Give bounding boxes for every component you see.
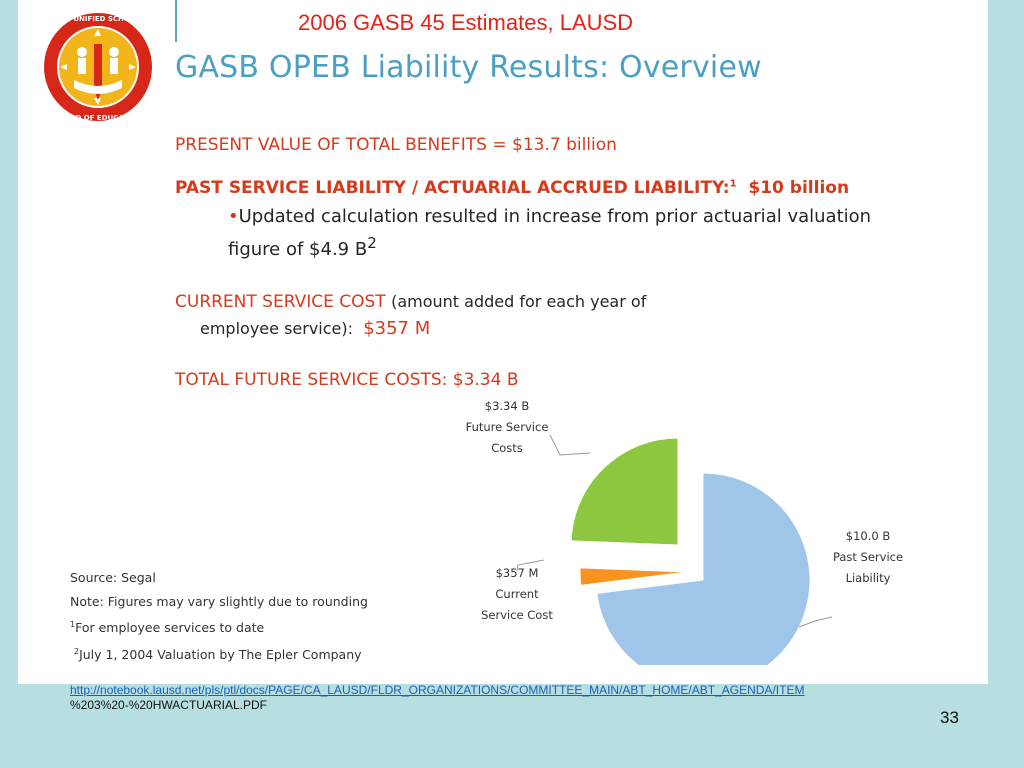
csc-description: (amount added for each year of (391, 292, 647, 311)
source-link-continuation: %203%20-%20HWACTUARIAL.PDF (70, 698, 267, 712)
svg-text:LOS ANGELES UNIFIED SCHOOL DIS: LOS ANGELES UNIFIED SCHOOL DISTRICT (42, 15, 154, 23)
psl-value: $10 billion (748, 178, 850, 198)
pie-slice-label-line: Service Cost (481, 608, 553, 622)
pie-slice-label-line: Future Service (466, 420, 549, 434)
pie-slice-3 (570, 437, 679, 546)
pie-slice-label-line: Liability (846, 571, 891, 585)
psl-label: PAST SERVICE LIABILITY / ACTUARIAL ACCRU… (175, 178, 730, 198)
title-divider (175, 0, 177, 42)
source-link[interactable]: http://notebook.lausd.net/pls/ptl/docs/P… (70, 683, 805, 697)
pie-slice-label-line: $3.34 B (485, 399, 530, 413)
pie-slice-1 (596, 472, 811, 665)
slide-title: 2006 GASB 45 Estimates, LAUSD (298, 10, 634, 35)
past-service-liability-line: PAST SERVICE LIABILITY / ACTUARIAL ACCRU… (175, 178, 849, 198)
psl-footnote-marker: 1 (729, 178, 737, 190)
pie-leader-line-2 (516, 559, 545, 572)
bullet-dot-icon: • (228, 206, 239, 227)
bullet-footnote-marker: 2 (367, 234, 377, 252)
csc-label: CURRENT SERVICE COST (175, 292, 386, 312)
footnote-2-text: July 1, 2004 Valuation by The Epler Comp… (79, 646, 362, 662)
current-service-cost-line-2: employee service): $357 M (200, 318, 430, 339)
slide-heading: GASB OPEB Liability Results: Overview (175, 50, 762, 85)
liability-pie-chart: $10.0 B Past Service Liability $357 M Curren… (466, 399, 903, 665)
source-note: Source: Segal (70, 570, 156, 585)
pie-slice-label-3: $3.34 B Future Service Costs (466, 399, 549, 455)
pie-slice-label-line: Past Service (833, 550, 903, 564)
footnote-1-text: For employee services to date (75, 620, 265, 636)
pie-leader-line-1 (798, 616, 833, 628)
slide-notes: Source: Segal Note: Figures may vary sli… (70, 566, 368, 666)
total-future-service-costs-line: TOTAL FUTURE SERVICE COSTS: $3.34 B (175, 370, 519, 390)
source-footer: http://notebook.lausd.net/pls/ptl/docs/P… (70, 683, 804, 713)
pie-slice-label-2: $357 M Current Service Cost (481, 566, 553, 622)
page-number: 33 (940, 708, 959, 727)
slide-canvas (18, 0, 988, 684)
lausd-seal-logo: LOS ANGELES UNIFIED SCHOOL DISTRICT BOAR… (42, 13, 154, 122)
rounding-note: Note: Figures may vary slightly due to r… (70, 593, 368, 609)
pie-slice-label-line: $10.0 B (846, 529, 891, 543)
pie-slice-label-line: Costs (491, 441, 523, 455)
footnote-2: 2July 1, 2004 Valuation by The Epler Com… (70, 640, 368, 667)
footnote-2-marker: 2 (73, 646, 80, 656)
pie-leader-line-3 (549, 434, 591, 456)
present-value-line: PRESENT VALUE OF TOTAL BENEFITS = $13.7 … (175, 135, 617, 155)
update-bullet: •Updated calculation resulted in increas… (228, 204, 928, 263)
present-value-text: PRESENT VALUE OF TOTAL BENEFITS = $13.7 … (175, 135, 617, 155)
csc-value: $357 M (363, 318, 431, 339)
footnote-1-marker: 1 (70, 620, 76, 629)
pie-slice-label-1: $10.0 B Past Service Liability (833, 529, 903, 585)
pie-slice-2 (579, 567, 688, 586)
pie-slice-label-line: Current (495, 587, 539, 601)
bullet-text: Updated calculation resulted in increase… (228, 206, 872, 260)
footnote-1: 1For employee services to date (70, 613, 368, 640)
current-service-cost-line: CURRENT SERVICE COST (amount added for e… (175, 292, 646, 312)
csc-description-2: employee service): (200, 319, 354, 338)
pie-slice-label-line: $357 M (496, 566, 539, 580)
svg-text:BOARD OF EDUCATION: BOARD OF EDUCATION (54, 114, 143, 122)
